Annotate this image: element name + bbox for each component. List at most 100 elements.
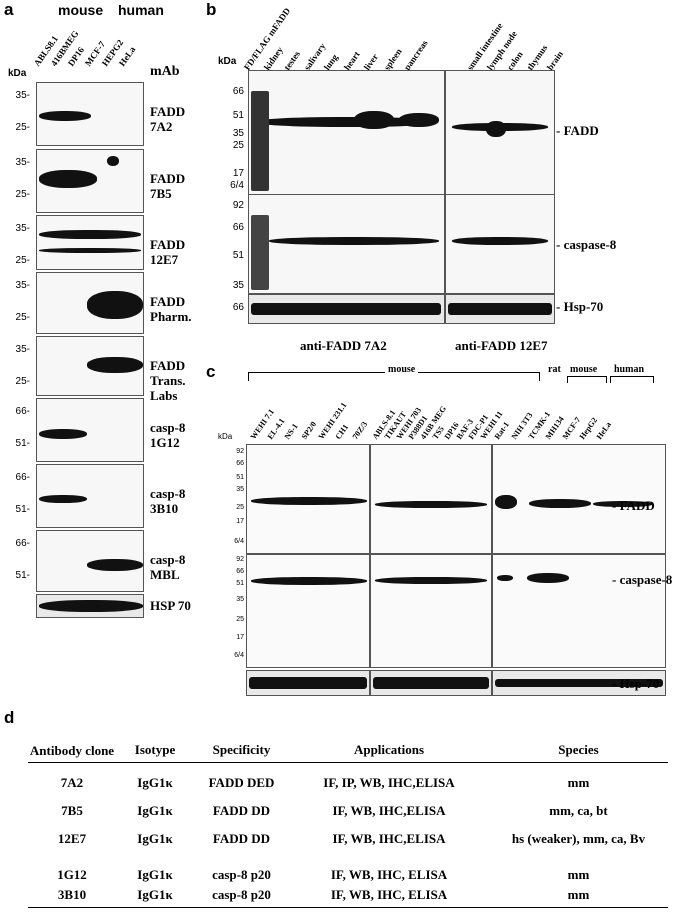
table-cell: mm xyxy=(567,867,590,882)
antibody-table-body: 7A2 IgG1κ FADD DED IF, IP, WB, IHC,ELISA mm 7… xyxy=(28,763,668,903)
panel-b-caspase8-label: - caspase-8 xyxy=(556,237,617,252)
panel-c-mw-marker: 25 xyxy=(236,616,244,623)
panel-b-fadd-blot-left xyxy=(248,70,445,195)
panel-b-hsp70-label: - Hsp-70 xyxy=(556,299,604,314)
header-applications: Applications xyxy=(353,742,425,757)
table-cell: IF, IP, WB, IHC,ELISA xyxy=(323,775,455,790)
panel-c-mw-marker: 17 xyxy=(236,634,244,641)
table-cell: 12E7 xyxy=(57,831,87,846)
species-mouse-label: mouse xyxy=(58,2,104,18)
panel-c-mw-marker: 6/4 xyxy=(234,652,244,659)
panel-b-mw-marker: 6/4 xyxy=(230,180,244,191)
panel-a-blot-row xyxy=(36,149,144,213)
panel-a-mw-marker: 25- xyxy=(15,122,30,133)
panel-b-mw-marker: 66 xyxy=(232,86,244,97)
panel-c-bracket-mouse2 xyxy=(567,376,607,383)
panel-c-hsp70-blot-2 xyxy=(370,670,492,696)
blot-band xyxy=(107,156,119,166)
panel-b-mw-marker: 25 xyxy=(232,140,244,151)
panel-a-blot-row xyxy=(36,336,144,396)
blot-band xyxy=(87,559,143,571)
panel-c-mw-marker: 17 xyxy=(236,518,244,525)
table-row: 3B10 IgG1κ casp-8 p20 IF, WB, IHC, ELISA mm xyxy=(28,883,668,903)
table-cell: IF, WB, IHC,ELISA xyxy=(332,803,446,818)
table-cell: casp-8 p20 xyxy=(212,887,271,902)
table-cell: IF, WB, IHC, ELISA xyxy=(330,887,448,902)
blot-band xyxy=(39,600,143,612)
table-cell: IgG1κ xyxy=(137,887,173,902)
panel-a-mw-marker: 66- xyxy=(15,472,30,483)
panel-a-row-label: HSP 70 xyxy=(150,598,191,613)
blot-band xyxy=(39,230,141,239)
panel-c-group-human: human xyxy=(614,364,645,375)
panel-c-mw-marker: 92 xyxy=(236,448,244,455)
panel-a-letter: a xyxy=(4,0,14,19)
panel-c-kda-label: kDa xyxy=(218,432,233,441)
panel-b-casp8-blot-right xyxy=(445,194,555,294)
table-cell: 7A2 xyxy=(60,775,84,790)
panel-c-mw-marker: 51 xyxy=(236,474,244,481)
panel-a-mw-marker: 35- xyxy=(15,90,30,101)
panel-c-lane-label: SP2/0 xyxy=(299,419,319,441)
table-cell: mm xyxy=(567,775,590,790)
panel-c-fadd-blot-2 xyxy=(370,444,492,554)
header-isotype: Isotype xyxy=(134,742,176,757)
panel-d-letter: d xyxy=(4,708,15,727)
panel-c-caspase8-label: - caspase-8 xyxy=(612,572,673,587)
panel-a-row-label: casp-8 1G12 xyxy=(150,420,186,450)
blot-band xyxy=(39,111,91,121)
panel-b-lane-label: colon xyxy=(504,49,525,72)
panel-b-footer-12e7: anti-FADD 12E7 xyxy=(455,338,548,353)
panel-c-lane-label: NS-1 xyxy=(282,422,300,441)
panel-b-hsp70-blot-right xyxy=(445,294,555,324)
panel-a-mab-label: mAb xyxy=(150,64,180,79)
panel-a-row-label: casp-8 3B10 xyxy=(150,486,186,516)
table-cell: IgG1κ xyxy=(137,803,173,818)
panel-b-casp8-blot-left xyxy=(248,194,445,294)
blot-band xyxy=(39,429,87,439)
panel-a-mw-marker: 51- xyxy=(15,438,30,449)
blot-band xyxy=(39,495,87,503)
panel-a-row-label: FADD Pharm. xyxy=(150,294,192,324)
panel-a-mw-marker: 35- xyxy=(15,344,30,355)
blot-band xyxy=(87,357,143,373)
blot-band xyxy=(87,291,143,319)
panel-b-lane-label: brain xyxy=(544,49,566,72)
panel-a-mw-marker: 51- xyxy=(15,504,30,515)
panel-c-group-mouse2: mouse xyxy=(570,364,598,375)
panel-b-lane-label: heart xyxy=(341,49,362,72)
panel-a-blot-row xyxy=(36,530,144,592)
panel-a-blot-row xyxy=(36,215,144,270)
panel-a-mw-marker: 25- xyxy=(15,189,30,200)
panel-b-fadd-blot-right xyxy=(445,70,555,195)
panel-c-fadd-blot-3 xyxy=(492,444,666,554)
table-cell: IgG1κ xyxy=(137,831,173,846)
panel-a-row-label: FADD 7A2 xyxy=(150,104,186,134)
panel-a-mw-marker: 35- xyxy=(15,223,30,234)
panel-b-mw-marker: 51 xyxy=(232,110,244,121)
panel-c-hsp70-blot-1 xyxy=(246,670,370,696)
panel-a-mw-marker: 66- xyxy=(15,406,30,417)
panel-b-mw-marker: 51 xyxy=(232,250,244,261)
table-row: 7A2 IgG1κ FADD DED IF, IP, WB, IHC,ELISA mm xyxy=(28,763,668,791)
panel-b-lane-label: spleen xyxy=(381,46,404,72)
panel-c-fadd-label: - FADD xyxy=(612,498,655,513)
table-row: 12E7 IgG1κ FADD DD IF, WB, IHC,ELISA hs (wea… xyxy=(28,819,668,847)
panel-a-blot-row xyxy=(36,82,144,146)
panel-b-hsp70-blot-left xyxy=(248,294,445,324)
table-cell: mm, ca, bt xyxy=(549,803,608,818)
panel-a-mw-marker: 35- xyxy=(15,157,30,168)
panel-c-mw-marker: 35 xyxy=(236,486,244,493)
panel-c-group-rat: rat xyxy=(548,364,561,375)
panel-a-blot-row xyxy=(36,594,144,618)
panel-b-letter: b xyxy=(206,0,217,19)
panel-c-mw-marker: 6/4 xyxy=(234,538,244,545)
panel-b-mw-marker: 35 xyxy=(232,280,244,291)
header-species: Species xyxy=(558,742,599,757)
panel-c-casp8-blot-3 xyxy=(492,554,666,668)
table-cell: FADD DD xyxy=(212,831,271,846)
panel-b-mw-marker: 17 xyxy=(232,168,244,179)
table-cell: casp-8 p20 xyxy=(212,867,271,882)
panel-c-mw-marker: 66 xyxy=(236,568,244,575)
panel-a-mw-marker: 25- xyxy=(15,376,30,387)
